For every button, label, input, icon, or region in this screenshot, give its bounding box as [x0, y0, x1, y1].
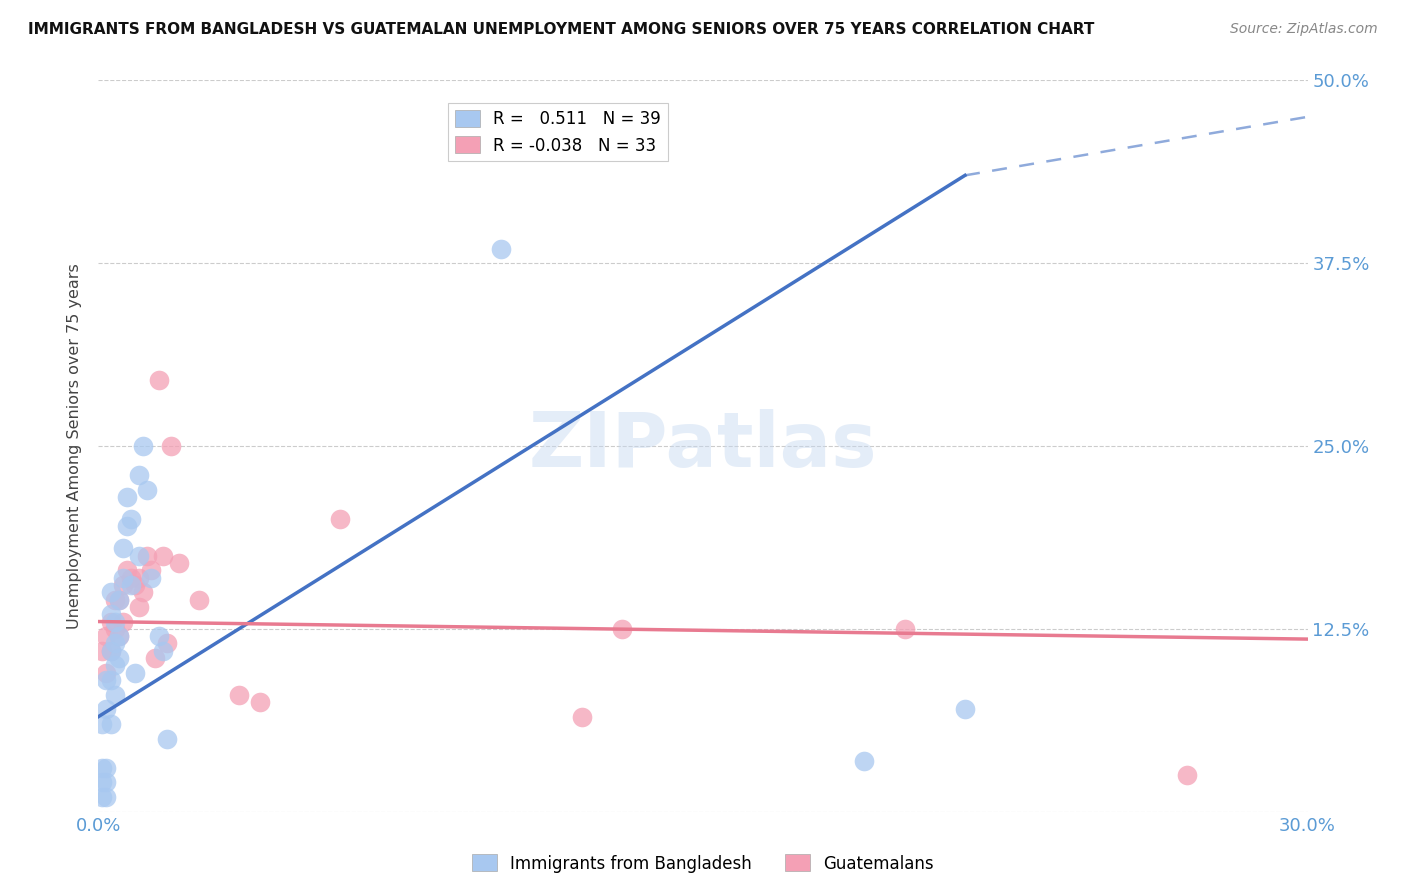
Point: [152, 644, 174, 658]
Point: [120, 578, 142, 592]
Point: [96, 761, 118, 775]
Point: [128, 468, 150, 483]
Point: [132, 585, 155, 599]
Point: [100, 644, 122, 658]
Point: [120, 571, 142, 585]
Point: [103, 622, 125, 636]
Point: [128, 599, 150, 614]
Point: [124, 578, 146, 592]
Point: [148, 629, 170, 643]
Point: [612, 622, 634, 636]
Point: [893, 622, 915, 636]
Point: [96, 790, 118, 805]
Text: Source: ZipAtlas.com: Source: ZipAtlas.com: [1230, 22, 1378, 37]
Point: [100, 717, 122, 731]
Point: [100, 615, 122, 629]
Point: [91, 717, 114, 731]
Point: [91, 761, 114, 775]
Point: [107, 651, 129, 665]
Point: [167, 556, 190, 570]
Point: [96, 702, 118, 716]
Point: [124, 665, 146, 680]
Point: [148, 373, 170, 387]
Text: IMMIGRANTS FROM BANGLADESH VS GUATEMALAN UNEMPLOYMENT AMONG SENIORS OVER 75 YEAR: IMMIGRANTS FROM BANGLADESH VS GUATEMALAN…: [28, 22, 1094, 37]
Point: [107, 592, 129, 607]
Point: [111, 541, 134, 556]
Point: [103, 615, 125, 629]
Point: [103, 592, 125, 607]
Point: [188, 592, 211, 607]
Text: ZIPatlas: ZIPatlas: [529, 409, 877, 483]
Point: [111, 615, 134, 629]
Point: [491, 242, 513, 256]
Point: [96, 665, 118, 680]
Point: [135, 549, 157, 563]
Point: [571, 709, 593, 723]
Point: [103, 688, 125, 702]
Point: [103, 636, 125, 650]
Point: [228, 688, 250, 702]
Point: [107, 592, 129, 607]
Point: [132, 439, 155, 453]
Point: [100, 673, 122, 687]
Point: [128, 571, 150, 585]
Point: [115, 519, 138, 533]
Point: [100, 585, 122, 599]
Point: [91, 644, 114, 658]
Point: [96, 673, 118, 687]
Y-axis label: Unemployment Among Seniors over 75 years: Unemployment Among Seniors over 75 years: [67, 263, 83, 629]
Point: [139, 571, 162, 585]
Point: [107, 629, 129, 643]
Point: [115, 490, 138, 504]
Point: [120, 512, 142, 526]
Point: [143, 651, 166, 665]
Point: [249, 695, 271, 709]
Point: [100, 644, 122, 658]
Point: [128, 549, 150, 563]
Point: [111, 571, 134, 585]
Point: [160, 439, 183, 453]
Point: [103, 658, 125, 673]
Legend: R =   0.511   N = 39, R = -0.038   N = 33: R = 0.511 N = 39, R = -0.038 N = 33: [449, 103, 668, 161]
Legend: Immigrants from Bangladesh, Guatemalans: Immigrants from Bangladesh, Guatemalans: [465, 847, 941, 880]
Point: [111, 578, 134, 592]
Point: [139, 563, 162, 577]
Point: [156, 636, 179, 650]
Point: [100, 607, 122, 622]
Point: [96, 775, 118, 789]
Point: [115, 563, 138, 577]
Point: [107, 629, 129, 643]
Point: [1175, 768, 1198, 782]
Point: [152, 549, 174, 563]
Point: [91, 775, 114, 789]
Point: [135, 483, 157, 497]
Point: [156, 731, 179, 746]
Point: [91, 790, 114, 805]
Point: [853, 754, 876, 768]
Point: [96, 629, 118, 643]
Point: [953, 702, 976, 716]
Point: [329, 512, 352, 526]
